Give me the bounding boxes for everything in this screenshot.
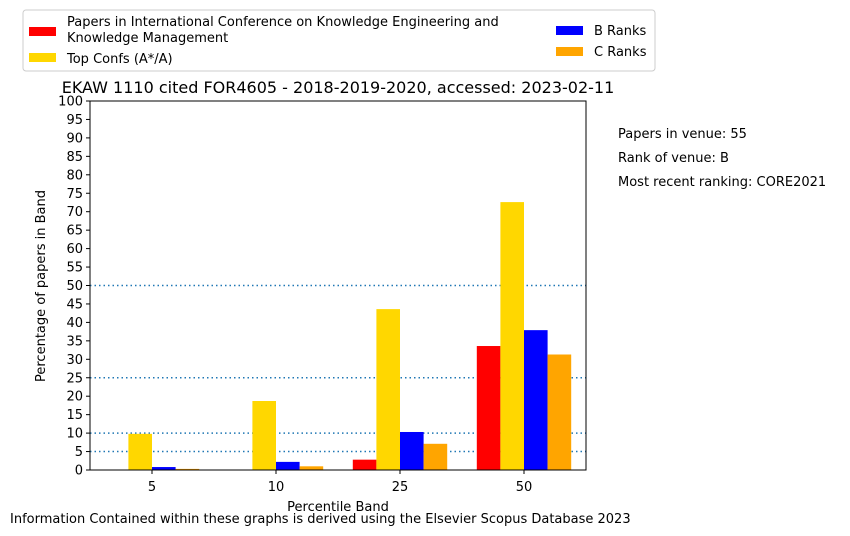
legend-label: Papers in International Conference on Kn… [67, 15, 499, 46]
x-tick-label: 10 [268, 480, 285, 495]
y-tick-label: 70 [66, 205, 83, 220]
data-source-footer: Information Contained within these graph… [10, 512, 631, 527]
bar [376, 309, 400, 470]
y-tick-label: 55 [66, 261, 83, 276]
y-tick-label: 5 [75, 445, 83, 460]
legend-label: Top Confs (A*/A) [66, 52, 173, 67]
y-tick-label: 25 [66, 371, 83, 386]
y-tick-label: 50 [66, 279, 83, 294]
legend-swatch [29, 53, 56, 62]
y-tick-label: 90 [66, 131, 83, 146]
y-tick-label: 35 [66, 334, 83, 349]
bar [476, 346, 501, 470]
x-tick-label: 5 [148, 480, 156, 495]
legend-box [22, 9, 656, 72]
y-tick-label: 80 [66, 168, 83, 183]
legend-label: B Ranks [594, 24, 647, 39]
bar [128, 433, 152, 470]
bar [175, 468, 200, 470]
legend-label: C Ranks [594, 45, 647, 60]
venue-papers-count: Papers in venue: 55 [618, 127, 747, 142]
venue-rank: Rank of venue: B [618, 151, 729, 166]
x-tick-label: 25 [392, 480, 409, 495]
y-tick-label: 45 [66, 297, 83, 312]
y-tick-label: 20 [66, 390, 83, 405]
legend-swatch [29, 27, 56, 36]
x-tick-label: 50 [516, 480, 533, 495]
legend-swatch [556, 47, 583, 56]
y-tick-label: 15 [66, 408, 83, 423]
y-tick-label: 85 [66, 150, 83, 165]
venue-recent-ranking: Most recent ranking: CORE2021 [618, 175, 827, 190]
plot-area: 0 5 10 15 20 25 30 35 40 45 50 55 60 65 70 75 80 85 90 95 10… [58, 95, 587, 495]
x-axis-label: Percentile Band [287, 500, 389, 515]
bar [524, 330, 548, 470]
bar [547, 354, 572, 470]
y-tick-label: 75 [66, 187, 83, 202]
legend: Papers in International Conference on Kn… [22, 9, 656, 72]
y-tick-label: 0 [75, 464, 83, 479]
y-axis-label: Percentage of papers in Band [34, 190, 49, 382]
bar [299, 466, 324, 470]
bar [352, 459, 377, 470]
y-tick-label: 95 [66, 113, 83, 128]
bar [400, 431, 424, 470]
bar [423, 443, 448, 470]
bar [276, 461, 300, 470]
y-tick-label: 65 [66, 224, 83, 239]
y-tick-label: 100 [58, 95, 83, 110]
y-tick-label: 40 [66, 316, 83, 331]
legend-swatch [556, 26, 583, 35]
bar [152, 467, 176, 470]
y-tick-label: 10 [66, 427, 83, 442]
y-tick-label: 60 [66, 242, 83, 257]
chart-title: EKAW 1110 cited FOR4605 - 2018-2019-2020… [62, 78, 615, 97]
y-tick-label: 30 [66, 353, 83, 368]
bar [252, 400, 276, 470]
bar [500, 202, 524, 470]
